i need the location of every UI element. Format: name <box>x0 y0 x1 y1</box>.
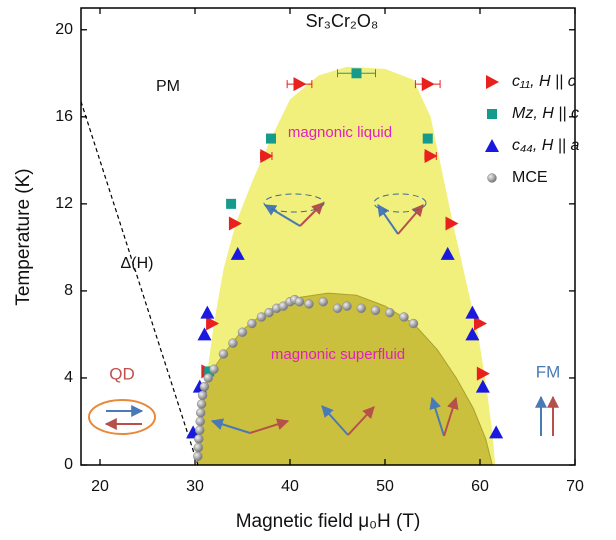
x-tick-label: 30 <box>186 478 204 495</box>
y-tick-label: 4 <box>64 369 73 386</box>
x-axis-label: Magnetic field μ₀H (T) <box>236 511 421 532</box>
chart: 20 30 40 50 60 70 0 4 8 12 16 20 c₁₁, H || c Mz, H |… <box>0 0 616 535</box>
x-tick-label: 50 <box>376 478 394 495</box>
point <box>248 319 257 328</box>
point <box>229 339 238 348</box>
x-tick-label: 70 <box>566 478 584 495</box>
legend-label: Mz, H || c <box>512 105 579 122</box>
point <box>266 134 276 144</box>
point <box>409 319 418 328</box>
point <box>197 400 206 409</box>
annotation: QD <box>109 364 135 383</box>
point <box>194 443 203 452</box>
legend-marker <box>486 75 499 89</box>
x-tick-label: 60 <box>471 478 489 495</box>
x-tick-label: 20 <box>91 478 109 495</box>
point <box>196 408 205 417</box>
point <box>198 327 212 340</box>
y-axis-label: Temperature (K) <box>13 168 34 305</box>
point <box>371 306 380 315</box>
point <box>238 328 247 337</box>
legend-label: c₁₁, H || c <box>512 73 576 90</box>
annotation: Δ(H) <box>121 255 154 272</box>
point <box>196 417 205 426</box>
point <box>400 313 409 322</box>
annotation: magnonic superfluid <box>271 346 405 363</box>
annotation: PM <box>156 78 180 95</box>
legend-marker <box>485 139 499 152</box>
point <box>200 306 214 319</box>
point <box>200 382 209 391</box>
y-tick-label: 12 <box>55 195 73 212</box>
point <box>195 426 204 435</box>
legend-label: MCE <box>512 169 548 186</box>
point <box>226 199 236 209</box>
point <box>385 308 394 317</box>
point <box>423 134 433 144</box>
point <box>305 299 314 308</box>
point <box>193 452 202 461</box>
point <box>319 297 328 306</box>
y-tick-label: 20 <box>55 21 73 38</box>
legend-label: c₄₄, H || a <box>512 137 579 154</box>
point <box>333 304 342 313</box>
annotation: magnonic liquid <box>288 124 392 141</box>
legend-marker <box>487 109 497 119</box>
point <box>210 365 219 374</box>
point <box>422 77 435 91</box>
y-tick-label: 8 <box>64 282 73 299</box>
point <box>198 391 207 400</box>
dimer-ring <box>89 400 155 434</box>
annotation: FM <box>536 362 561 381</box>
y-tick-label: 0 <box>64 456 73 473</box>
point <box>204 373 213 382</box>
point <box>343 302 352 311</box>
legend-marker <box>488 174 497 183</box>
y-tick-label: 16 <box>55 108 73 125</box>
point <box>352 68 362 78</box>
chart-title: Sr₃Cr₂O₈ <box>306 11 379 31</box>
point <box>219 350 228 359</box>
point <box>357 304 366 313</box>
point <box>194 434 203 443</box>
point <box>295 297 304 306</box>
x-tick-label: 40 <box>281 478 299 495</box>
